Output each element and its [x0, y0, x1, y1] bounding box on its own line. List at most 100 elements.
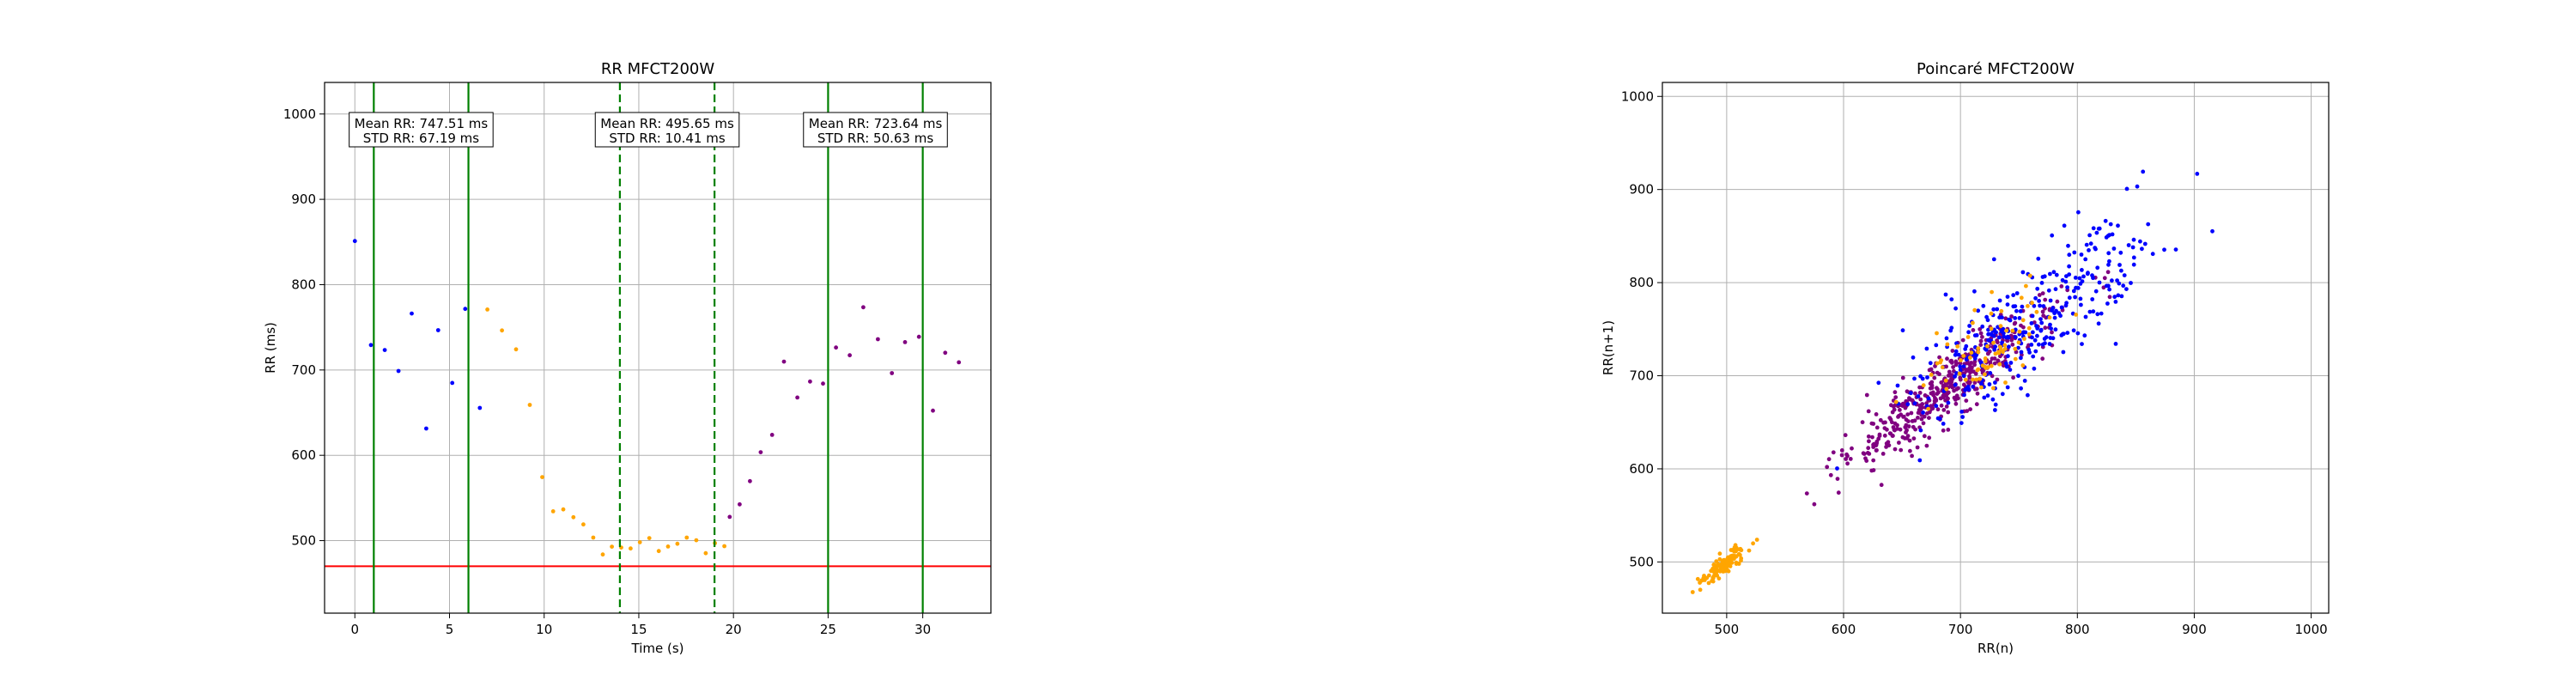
- poincare-point: [1911, 436, 1917, 441]
- poincare-point: [1983, 365, 1988, 369]
- rr-point: [352, 239, 357, 244]
- annotation-mean: Mean RR: 495.65 ms: [600, 116, 734, 131]
- x-tick-label: 900: [2182, 622, 2207, 637]
- chart-title: Poincaré MFCT200W: [1917, 60, 2075, 78]
- poincare-point: [1912, 376, 1917, 381]
- annotation-box: [349, 112, 494, 148]
- poincare-point: [2003, 316, 2008, 321]
- poincare-point: [1954, 371, 1959, 375]
- poincare-point: [1839, 453, 1844, 458]
- poincare-point: [2121, 283, 2126, 289]
- poincare-point: [1916, 394, 1921, 398]
- annotation-std: STD RR: 10.41 ms: [609, 131, 726, 146]
- poincare-point: [1959, 410, 1964, 414]
- rr-point: [943, 350, 948, 356]
- poincare-point: [1996, 335, 2002, 340]
- poincare-point: [1966, 387, 1971, 392]
- poincare-point: [2030, 301, 2034, 306]
- poincare-point: [1923, 393, 1928, 398]
- poincare-point: [2009, 337, 2014, 343]
- poincare-point: [2026, 331, 2032, 337]
- poincare-point: [1979, 385, 1984, 390]
- poincare-point: [2020, 270, 2026, 275]
- rr-point: [957, 360, 962, 365]
- poincare-point: [1967, 374, 1971, 379]
- poincare-point: [1953, 397, 1958, 401]
- poincare-point: [1962, 392, 1966, 398]
- poincare-point: [2107, 295, 2112, 300]
- rr-point: [861, 305, 866, 310]
- poincare-point: [1944, 404, 1949, 409]
- poincare-point: [2077, 276, 2082, 281]
- rr-point: [450, 380, 455, 386]
- poincare-point: [1909, 391, 1913, 396]
- poincare-point: [1961, 382, 1966, 387]
- poincare-point: [2030, 313, 2035, 319]
- poincare-point: [2013, 316, 2018, 320]
- poincare-point: [1915, 445, 1920, 450]
- poincare-point: [2124, 186, 2129, 192]
- poincare-point: [2162, 247, 2166, 252]
- poincare-point: [1969, 350, 1974, 355]
- poincare-point: [1874, 412, 1879, 416]
- poincare-point: [2105, 301, 2110, 306]
- axis-ticks: 500 600 700 800 900 1000 500 600 700 800 900 1000: [1621, 88, 2328, 637]
- poincare-point: [2067, 252, 2072, 258]
- poincare-point: [2066, 243, 2070, 248]
- poincare-point: [2037, 293, 2042, 297]
- y-axis-label: RR(n+1): [1601, 320, 1616, 375]
- poincare-point: [2107, 287, 2111, 292]
- poincare-point: [1972, 359, 1978, 364]
- poincare-point: [1964, 398, 1969, 403]
- poincare-point: [1985, 344, 1990, 349]
- x-tick-label: 800: [2065, 622, 2090, 637]
- poincare-point: [1917, 458, 1923, 463]
- poincare-point: [1964, 344, 1969, 349]
- poincare-point: [1949, 325, 1954, 331]
- poincare-point: [1953, 349, 1959, 354]
- poincare-point: [1955, 344, 1960, 349]
- poincare-point: [2008, 361, 2014, 365]
- poincare-point: [1843, 433, 1848, 438]
- poincare-point: [1921, 421, 1926, 426]
- poincare-point: [1982, 395, 1987, 400]
- poincare-point: [1893, 447, 1898, 452]
- poincare-point: [1886, 440, 1891, 445]
- poincare-point: [2019, 386, 2023, 391]
- poincare-point: [2150, 252, 2155, 257]
- poincare-point: [1724, 567, 1729, 572]
- poincare-point: [1874, 439, 1880, 444]
- poincare-point: [1866, 446, 1871, 451]
- poincare-point: [1967, 356, 1972, 360]
- poincare-point: [1991, 340, 1996, 345]
- poincare-point: [2010, 342, 2015, 347]
- poincare-point: [2019, 350, 2024, 355]
- poincare-point: [1965, 380, 1971, 385]
- poincare-point: [1934, 404, 1939, 409]
- rr-point: [485, 307, 489, 312]
- poincare-point: [2004, 364, 2009, 369]
- poincare-point: [2013, 356, 2018, 362]
- poincare-point: [2067, 264, 2071, 269]
- poincare-point: [1734, 554, 1739, 559]
- rr-point: [890, 371, 895, 375]
- rr-point: [656, 549, 661, 554]
- poincare-point: [1921, 410, 1925, 415]
- annotation-window-2: Mean RR: 495.65 ms STD RR: 10.41 ms: [594, 112, 740, 148]
- poincare-point: [1949, 373, 1954, 377]
- poincare-point: [1717, 556, 1722, 562]
- poincare-point: [1927, 435, 1932, 441]
- poincare-point: [1861, 451, 1866, 456]
- poincare-point: [2039, 281, 2044, 285]
- poincare-point: [1891, 425, 1896, 429]
- poincare-point: [2021, 330, 2026, 335]
- poincare-point: [1952, 388, 1956, 393]
- poincare-point: [1992, 356, 1997, 361]
- poincare-point: [1910, 419, 1915, 423]
- poincare-point: [1986, 351, 1990, 356]
- poincare-point: [1989, 326, 1994, 331]
- poincare-point: [1946, 400, 1951, 405]
- poincare-point: [1953, 374, 1957, 379]
- poincare-point: [1976, 350, 1981, 355]
- poincare-point: [1712, 566, 1717, 570]
